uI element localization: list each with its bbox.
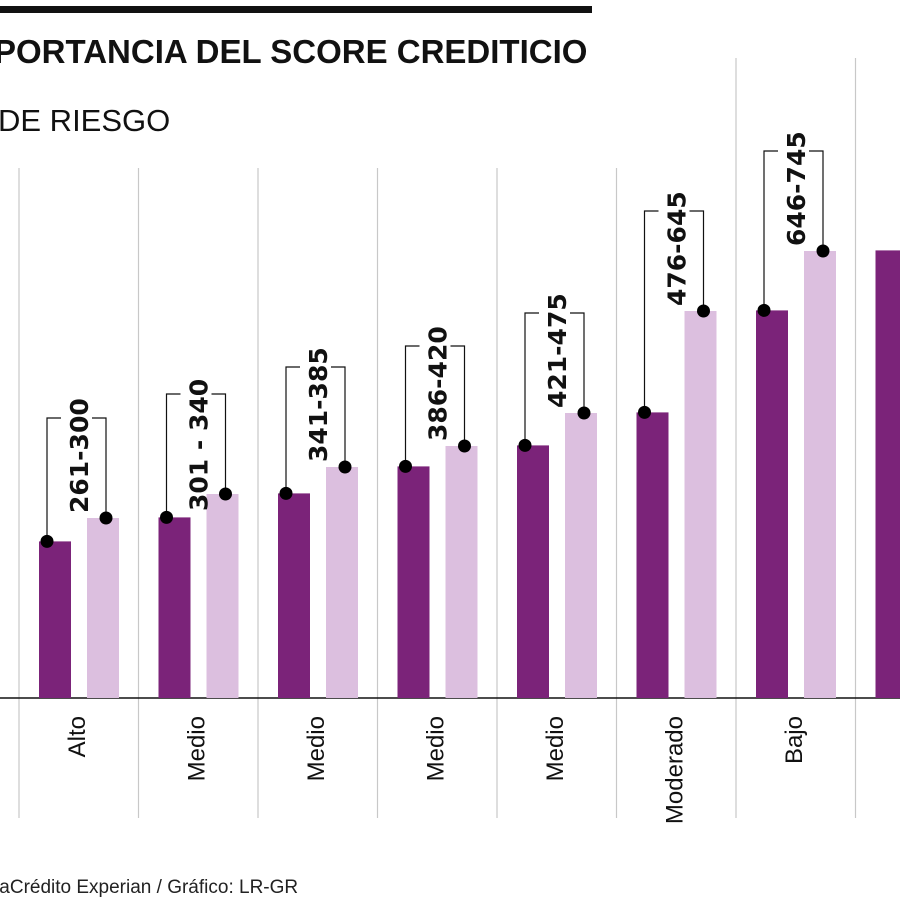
range-label: 301 - 340 bbox=[185, 379, 214, 511]
source-note: taCrédito Experian / Gráfico: LR-GR bbox=[0, 877, 298, 898]
bar-dark bbox=[636, 412, 669, 698]
category-label: Medio bbox=[423, 716, 450, 781]
bracket-left bbox=[285, 366, 300, 494]
range-dot-max bbox=[458, 439, 471, 453]
bar-light bbox=[445, 446, 478, 698]
range-dot-min bbox=[399, 459, 412, 473]
bracket-right bbox=[570, 312, 585, 413]
bracket-right bbox=[809, 150, 824, 251]
bracket-right bbox=[450, 345, 466, 446]
gridlines bbox=[18, 58, 857, 818]
category-label: Alto bbox=[64, 716, 91, 757]
title-rule bbox=[0, 6, 592, 13]
bracket-left bbox=[763, 150, 778, 311]
range-dot-max bbox=[219, 487, 232, 501]
range-label: 386-420 bbox=[424, 326, 453, 441]
range-dot-min bbox=[757, 303, 771, 317]
category-label: Medio bbox=[542, 716, 569, 781]
bar-dark bbox=[517, 445, 549, 698]
category-label: Bajo bbox=[781, 716, 808, 764]
range-brackets: 261-300 301 - 340 341-385 386-420 421-475 476… bbox=[40, 131, 830, 548]
range-dot-max bbox=[816, 244, 830, 258]
range-dot-max bbox=[338, 460, 352, 474]
range-dot-max bbox=[99, 511, 113, 525]
bar-dark bbox=[158, 517, 191, 698]
bar-light bbox=[684, 311, 717, 698]
range-dot-max bbox=[697, 304, 710, 318]
bar-dark bbox=[756, 310, 788, 698]
range-dot-min bbox=[518, 438, 532, 452]
bracket-left bbox=[46, 417, 61, 542]
bar-light bbox=[804, 251, 836, 698]
range-dot-max bbox=[577, 406, 591, 420]
range-label: 421-475 bbox=[543, 293, 572, 408]
bar-light bbox=[326, 467, 358, 698]
bar-light bbox=[565, 413, 597, 698]
range-label: 476-645 bbox=[663, 191, 692, 306]
bar-light bbox=[87, 518, 119, 698]
range-label: 341-385 bbox=[304, 347, 333, 462]
bar-dark bbox=[397, 466, 430, 698]
range-label: 261-300 bbox=[65, 398, 94, 513]
bracket-right bbox=[211, 393, 227, 494]
bar-dark bbox=[875, 250, 900, 698]
category-label: Medio bbox=[303, 716, 330, 781]
bracket-left bbox=[165, 393, 181, 518]
bracket-left bbox=[404, 345, 420, 467]
chart-subtitle: DE RIESGO bbox=[0, 103, 170, 138]
category-label: Moderado bbox=[662, 716, 689, 824]
bracket-right bbox=[689, 210, 705, 311]
bracket-right bbox=[92, 417, 107, 518]
category-labels: AltoMedioMedioMedioMedioModeradoBajoM bbox=[64, 716, 808, 824]
chart-title: PORTANCIA DEL SCORE CREDITICIO bbox=[0, 33, 587, 70]
category-label: Medio bbox=[184, 716, 211, 781]
bar-light bbox=[206, 494, 239, 698]
bracket-left bbox=[524, 312, 539, 446]
bar-dark bbox=[39, 541, 71, 698]
bracket-left bbox=[643, 210, 659, 413]
bars bbox=[39, 250, 900, 698]
range-label: 646-745 bbox=[782, 131, 811, 246]
range-dot-min bbox=[40, 534, 54, 548]
bracket-right bbox=[331, 366, 346, 467]
range-dot-min bbox=[160, 510, 173, 524]
range-dot-min bbox=[279, 486, 293, 500]
range-dot-min bbox=[638, 405, 651, 419]
bar-dark bbox=[278, 493, 310, 698]
